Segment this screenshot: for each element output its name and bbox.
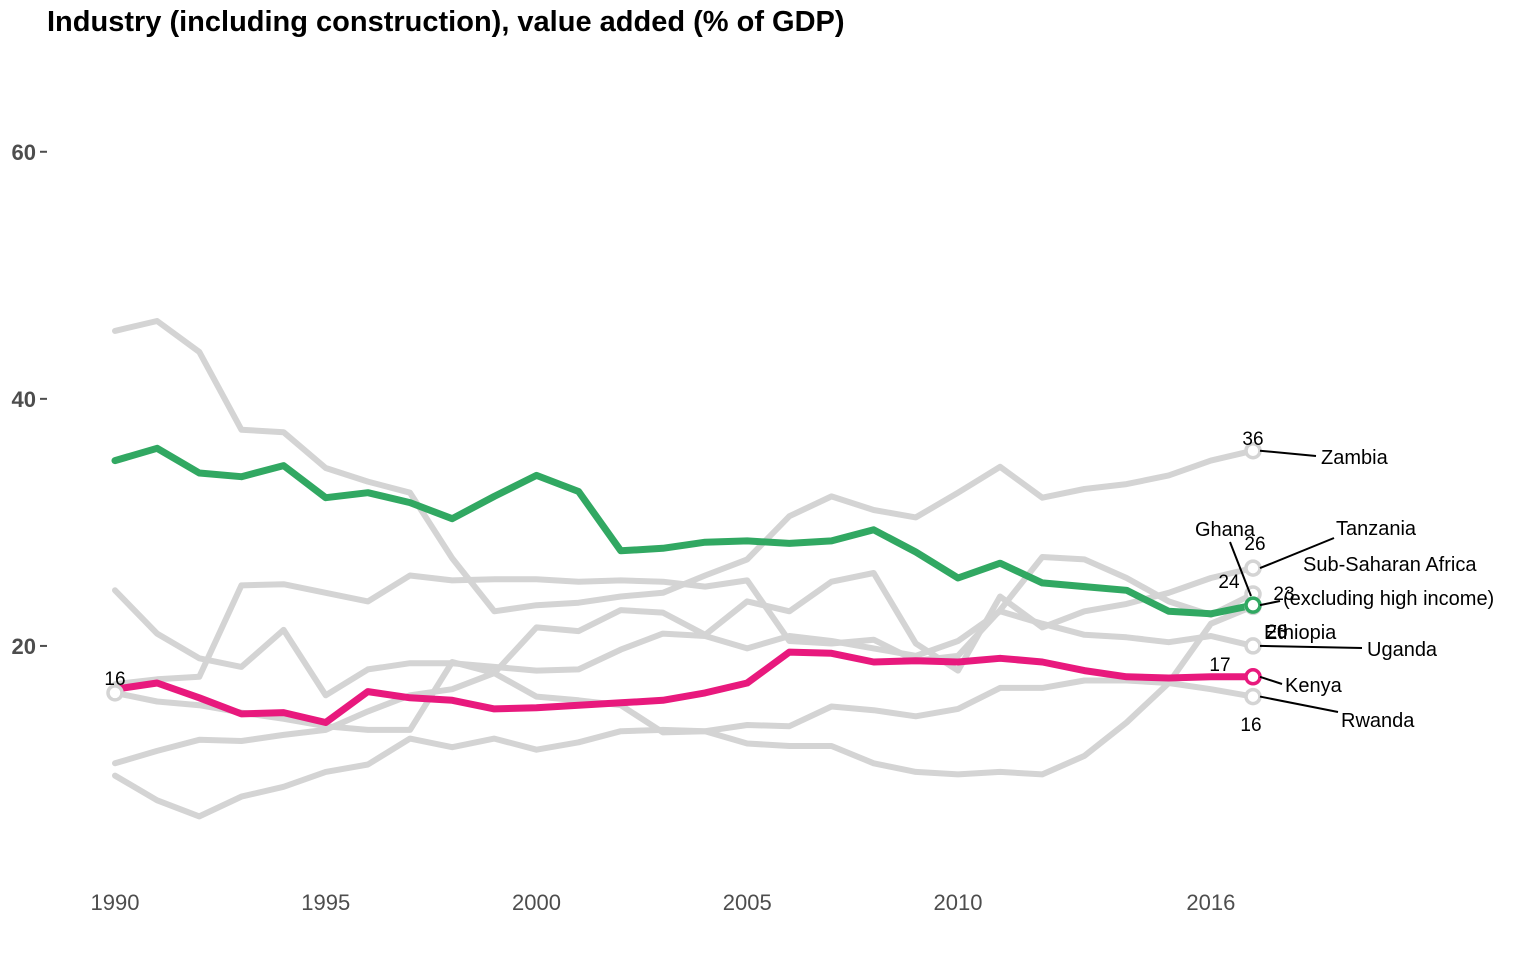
end-marker-uganda xyxy=(1244,637,1262,655)
y-tick-label-20: 20 xyxy=(12,634,36,659)
label-ghana: Ghana xyxy=(1195,519,1256,541)
value-zambia-end: 36 xyxy=(1242,429,1263,450)
label-ethiopia: Ethiopia xyxy=(1264,622,1337,644)
value-kenya-end: 17 xyxy=(1209,655,1230,676)
y-tick-label-40: 40 xyxy=(12,387,36,412)
value-ghana-end: 24 xyxy=(1218,572,1240,593)
label-sub-saharan-africa: Sub-Saharan Africa xyxy=(1303,554,1477,576)
series-line-sub-saharan-africa-excluding-high-income xyxy=(111,444,1257,618)
x-tick-label-2010: 2010 xyxy=(933,890,982,915)
value-ssa-end: 23 xyxy=(1273,584,1294,605)
value-uganda-end: 20 xyxy=(1266,622,1287,643)
x-tick-label-2016: 2016 xyxy=(1186,890,1235,915)
leader-line-kenya xyxy=(1259,675,1283,685)
series-line-rwanda xyxy=(112,659,1256,736)
label-rwanda: Rwanda xyxy=(1341,710,1415,732)
end-marker-kenya xyxy=(1244,668,1262,686)
end-marker-sub-saharan-africa-excluding-high-income xyxy=(1244,596,1262,614)
x-tick-label-1995: 1995 xyxy=(301,890,350,915)
label-sub-saharan-africa-line2: (excluding high income) xyxy=(1283,588,1494,610)
x-tick-label-2005: 2005 xyxy=(723,890,772,915)
end-marker-tanzania xyxy=(1244,559,1262,577)
value-ethiopia-end: 23 xyxy=(1266,622,1287,643)
leader-line-rwanda xyxy=(1259,695,1339,713)
value-tanzania-end: 26 xyxy=(1244,534,1265,555)
label-kenya: Kenya xyxy=(1285,675,1343,697)
value-rwanda-start: 16 xyxy=(104,669,125,690)
end-marker-rwanda xyxy=(1244,687,1262,706)
start-marker-rwanda xyxy=(106,684,124,702)
series-line-ghana xyxy=(112,554,1256,688)
label-zambia: Zambia xyxy=(1321,447,1389,469)
chart-title: Industry (including construction), value… xyxy=(47,6,845,38)
value-rwanda-end: 16 xyxy=(1240,715,1261,736)
x-axis: 1990 1995 2000 2005 2010 2016 xyxy=(91,890,1236,915)
series-line-tanzania xyxy=(112,565,1256,767)
leader-line-tanzania xyxy=(1259,537,1335,570)
leader-line-ghana xyxy=(1229,541,1252,597)
y-axis: 20 40 60 xyxy=(12,140,47,659)
series-line-kenya xyxy=(111,648,1257,726)
leader-line-uganda xyxy=(1259,644,1363,649)
x-tick-label-1990: 1990 xyxy=(91,890,140,915)
leader-lines xyxy=(1229,449,1363,713)
leader-line-sub-saharan-africa xyxy=(1259,600,1281,607)
series-line-uganda xyxy=(112,587,1256,699)
label-layer: Zambia Tanzania Ghana Sub-Saharan Africa… xyxy=(104,429,1494,736)
leader-line-zambia xyxy=(1259,449,1317,457)
series-layer xyxy=(106,318,1262,820)
label-tanzania: Tanzania xyxy=(1336,518,1417,540)
y-tick-label-60: 60 xyxy=(12,140,36,165)
x-tick-label-2000: 2000 xyxy=(512,890,561,915)
label-uganda: Uganda xyxy=(1367,639,1438,661)
